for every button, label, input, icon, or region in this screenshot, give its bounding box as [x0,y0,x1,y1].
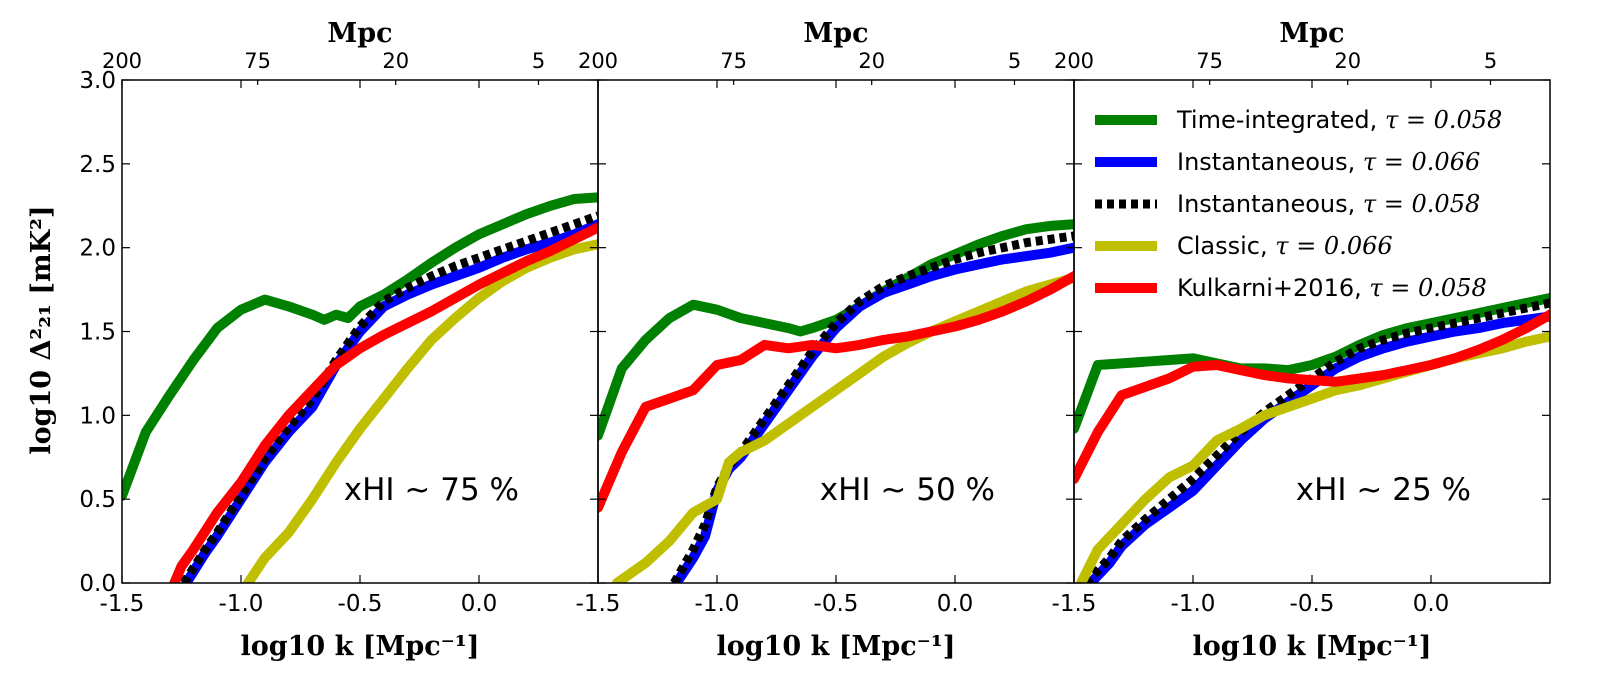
series-line-kulkarni-2016-4 [1074,309,1550,484]
panels-layer: -1.5 -1.0 -0.5 0.0 200 75 20 5 0.0 0.5 1.0 1.5 2.0 2.… [79,18,1551,662]
x-tick-label: -0.5 [814,591,859,617]
top-tick-label: 20 [858,49,885,73]
series-line-instantaneous-2 [670,231,1074,583]
x-axis-label: log10 k [Mpc⁻¹] [240,631,479,662]
y-tick-label: 2.0 [79,236,116,262]
top-axis-label: Mpc [327,18,392,49]
series-line-classic-3 [243,239,598,583]
legend-entry: Kulkarni+2016, τ = 0.058 [1095,274,1487,302]
top-axis-label: Mpc [803,18,868,49]
series-line-time-integrated-0 [122,192,598,501]
top-tick-label: 5 [1484,49,1497,73]
legend-tau: τ = 0.066 [1275,232,1392,260]
legend-tau: τ = 0.058 [1385,106,1502,134]
series-line-kulkarni-2016-4 [169,222,598,583]
y-tick-label: 1.0 [79,403,116,429]
x-tick-label: -1.5 [1052,591,1097,617]
series-group [122,192,598,583]
legend-comma: , [1370,106,1385,134]
x-tick-label: -0.5 [338,591,383,617]
x-axis-label: log10 k [Mpc⁻¹] [1192,631,1431,662]
legend-label: Classic, τ = 0.066 [1177,232,1393,260]
series-line-classic-3 [1076,331,1550,583]
y-tick-label: 3.0 [79,68,116,94]
top-tick-label: 200 [578,49,618,73]
legend-tau: τ = 0.058 [1363,190,1480,218]
series-line-time-integrated-0 [598,219,1074,441]
x-axis-label: log10 k [Mpc⁻¹] [716,631,955,662]
legend-entry: Classic, τ = 0.066 [1095,232,1393,260]
top-tick-label: 200 [102,49,142,73]
x-tick-label: -0.5 [1290,591,1335,617]
panel-3: -1.5 -1.0 -0.5 0.0 200 75 20 5 Mpc log10 k [Mpc⁻¹… [1052,18,1551,662]
legend-entry: Time-integrated, τ = 0.058 [1095,106,1502,134]
series-line-instantaneous-2 [180,211,598,583]
legend-tau: τ = 0.058 [1369,274,1486,302]
x-tick-label: -1.0 [219,591,264,617]
series-group [598,219,1074,583]
x-tick-label: -1.5 [100,591,145,617]
xhi-annotation: xHI ~ 75 % [344,472,519,508]
xhi-annotation: xHI ~ 50 % [820,472,995,508]
panel-1: -1.5 -1.0 -0.5 0.0 200 75 20 5 0.0 0.5 1.0 1.5 2.0 2.… [79,18,599,662]
top-tick-label: 20 [382,49,409,73]
legend-comma: , [1260,232,1275,260]
y-tick-label: 2.5 [79,152,116,178]
legend-label: Instantaneous, τ = 0.058 [1177,190,1480,218]
x-tick-label: -1.0 [1171,591,1216,617]
legend-name: Instantaneous [1177,148,1348,176]
series-line-time-integrated-0 [1074,293,1550,434]
top-tick-label: 75 [720,49,747,73]
legend-comma: , [1348,190,1363,218]
legend-name: Classic [1177,232,1260,260]
legend-name: Instantaneous [1177,190,1348,218]
series-line-classic-3 [612,272,1074,583]
top-tick-label: 200 [1054,49,1094,73]
x-tick-label: 0.0 [1413,591,1450,617]
legend-name: Time-integrated [1176,106,1370,134]
y-axis-label: log10 Δ²₂₁ [mK²] [26,205,57,454]
legend-tau: τ = 0.066 [1363,148,1480,176]
top-tick-label: 5 [532,49,545,73]
legend-label: Time-integrated, τ = 0.058 [1176,106,1502,134]
legend-label: Instantaneous, τ = 0.066 [1177,148,1480,176]
top-tick-label: 5 [1008,49,1021,73]
legend-comma: , [1348,148,1363,176]
legend-name: Kulkarni+2016 [1177,274,1354,302]
top-axis-label: Mpc [1279,18,1344,49]
series-line-kulkarni-2016-4 [598,271,1074,513]
top-tick-label: 75 [244,49,271,73]
x-tick-label: 0.0 [461,591,498,617]
panel-2: -1.5 -1.0 -0.5 0.0 200 75 20 5 Mpc log10 k [Mpc⁻¹… [576,18,1075,662]
top-tick-label: 75 [1196,49,1223,73]
series-group [1074,293,1550,583]
legend: Time-integrated, τ = 0.058Instantaneous,… [1095,106,1502,302]
top-tick-label: 20 [1334,49,1361,73]
legend-entry: Instantaneous, τ = 0.058 [1095,190,1480,218]
legend-label: Kulkarni+2016, τ = 0.058 [1177,274,1487,302]
series-line-instantaneous-1 [1085,311,1550,583]
y-tick-label: 0.0 [79,571,116,597]
xhi-annotation: xHI ~ 25 % [1296,472,1471,508]
x-tick-label: -1.5 [576,591,621,617]
x-tick-label: 0.0 [937,591,974,617]
x-tick-label: -1.0 [695,591,740,617]
y-tick-label: 0.5 [79,487,116,513]
legend-comma: , [1354,274,1369,302]
y-tick-label: 1.5 [79,320,116,346]
legend-entry: Instantaneous, τ = 0.066 [1095,148,1480,176]
series-line-instantaneous-1 [181,219,598,583]
